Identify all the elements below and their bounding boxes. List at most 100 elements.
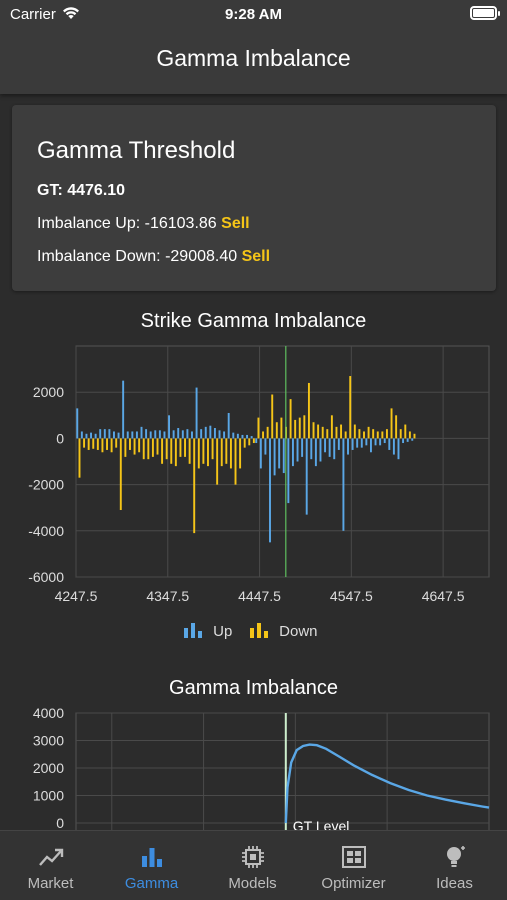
bar-down[interactable] [133,438,136,455]
bar-up[interactable] [397,438,400,460]
bar-down[interactable] [239,438,242,469]
bar-up[interactable] [99,429,102,439]
bar-up[interactable] [388,438,391,450]
bar-up[interactable] [80,431,83,439]
bar-down[interactable] [151,438,154,457]
bar-down[interactable] [207,438,209,467]
bar-up[interactable] [76,408,79,439]
bar-down[interactable] [188,438,191,464]
bar-down[interactable] [363,431,365,439]
bar-up[interactable] [204,426,207,439]
bar-up[interactable] [383,438,386,444]
bar-down[interactable] [179,438,182,457]
bar-down[interactable] [376,431,379,439]
bar-up[interactable] [374,438,377,446]
bar-up[interactable] [301,438,304,457]
bar-down[interactable] [211,438,214,460]
bar-down[interactable] [385,429,388,439]
bar-up[interactable] [168,415,171,439]
bar-down[interactable] [161,438,164,464]
bar-up[interactable] [282,438,285,474]
bar-down[interactable] [87,438,90,450]
bar-down[interactable] [78,438,81,478]
bar-up[interactable] [319,438,322,462]
bar-down[interactable] [156,438,159,455]
imbalance-curve[interactable] [284,743,490,824]
bar-up[interactable] [186,429,189,439]
bar-up[interactable] [273,438,276,476]
bar-down[interactable] [138,438,141,453]
bar-down[interactable] [367,426,370,439]
bar-up[interactable] [411,438,414,441]
bar-down[interactable] [358,429,361,439]
bar-down[interactable] [413,433,416,439]
bar-down[interactable] [303,415,306,439]
bar-up[interactable] [337,438,340,450]
bar-up[interactable] [195,387,198,439]
bar-down[interactable] [119,438,122,511]
bar-down[interactable] [96,438,99,450]
bar-up[interactable] [314,438,317,467]
bar-up[interactable] [145,429,148,439]
bar-down[interactable] [252,438,255,444]
bar-down[interactable] [234,438,237,485]
bar-up[interactable] [191,431,193,439]
bar-down[interactable] [193,438,196,534]
bar-up[interactable] [200,429,203,439]
bar-down[interactable] [124,438,127,457]
bar-down[interactable] [344,431,347,439]
bar-up[interactable] [278,438,281,469]
bar-up[interactable] [117,432,120,439]
bar-down[interactable] [312,422,315,439]
bar-down[interactable] [408,431,411,439]
bar-down[interactable] [115,438,118,448]
bar-up[interactable] [287,438,290,504]
bar-up[interactable] [392,438,395,455]
bar-down[interactable] [110,438,113,453]
gamma-imbalance-chart[interactable]: 4000 3000 2000 1000 0 GT Level [0,705,507,830]
bar-down[interactable] [101,438,104,453]
bar-down[interactable] [170,438,173,464]
bar-down[interactable] [257,417,260,439]
bar-up[interactable] [232,432,235,439]
bar-down[interactable] [225,438,228,464]
bar-down[interactable] [142,438,145,460]
bar-down[interactable] [298,417,301,439]
tab-gamma[interactable]: Gamma [101,831,202,900]
bar-down[interactable] [381,431,384,439]
bar-down[interactable] [353,424,356,439]
tab-optimizer[interactable]: Optimizer [303,831,404,900]
bar-up[interactable] [255,438,258,444]
bar-up[interactable] [402,438,405,444]
bar-up[interactable] [333,438,336,460]
bar-down[interactable] [174,438,177,467]
bar-down[interactable] [266,426,269,439]
bar-up[interactable] [324,438,327,453]
bar-down[interactable] [275,422,278,439]
bar-up[interactable] [122,380,125,439]
bar-down[interactable] [321,426,324,439]
bar-down[interactable] [349,376,352,439]
bar-down[interactable] [147,438,150,460]
bar-up[interactable] [213,428,216,439]
strike-gamma-chart[interactable]: 4247.5 4347.5 4447.5 4547.5 4647.5 2000 0 -2000… [0,340,507,640]
bar-up[interactable] [126,431,129,439]
bar-up[interactable] [85,433,88,439]
bar-up[interactable] [90,432,92,439]
bar-up[interactable] [172,430,175,439]
bar-up[interactable] [246,434,249,439]
bar-up[interactable] [135,431,138,439]
bar-up[interactable] [264,438,267,455]
bar-up[interactable] [310,438,313,460]
bar-up[interactable] [379,438,382,446]
tab-market[interactable]: Market [0,831,101,900]
bar-up[interactable] [296,438,299,462]
legend-item-up[interactable]: Up [183,622,232,640]
bar-down[interactable] [404,424,407,439]
bar-up[interactable] [131,431,134,439]
bar-down[interactable] [330,415,333,439]
bar-down[interactable] [229,438,232,469]
bar-up[interactable] [103,429,106,439]
bar-down[interactable] [271,394,274,439]
bar-down[interactable] [335,426,338,439]
